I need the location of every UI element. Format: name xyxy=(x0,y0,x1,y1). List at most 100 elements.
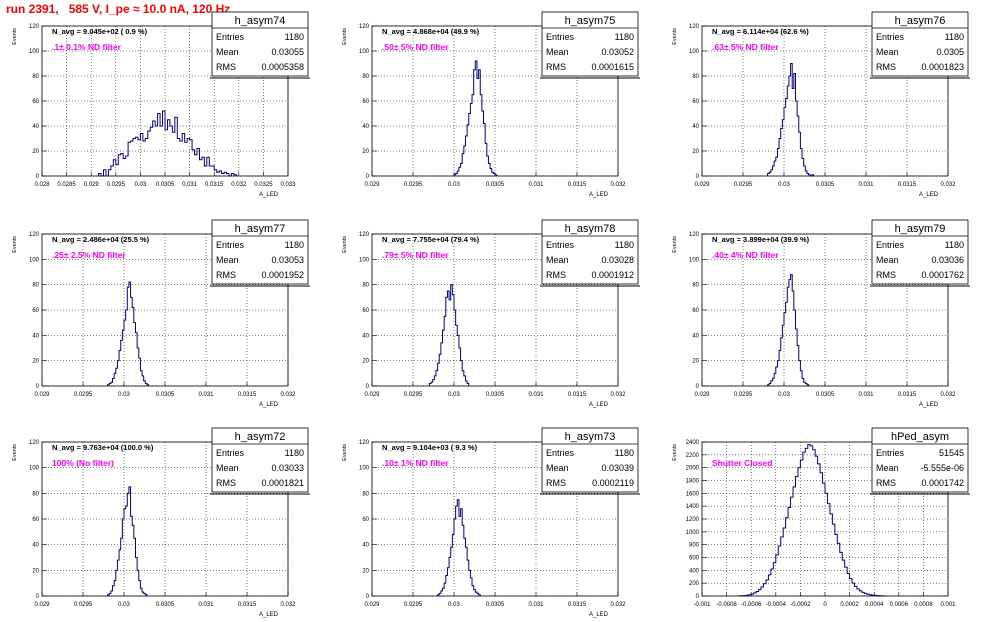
y-tick-label: 120 xyxy=(29,440,40,446)
x-tick-label: 0.0295 xyxy=(74,602,93,608)
x-tick-label: 0.0285 xyxy=(57,182,76,188)
histogram-panel-h_asym77: 0.029 0.0295 0.03 0.0305 0.031 0.0315 0.032 0 20… xyxy=(12,219,310,408)
y-tick-label: 60 xyxy=(362,308,369,314)
y-tick-label: 80 xyxy=(362,491,369,497)
stat-value: 1180 xyxy=(615,240,634,250)
x-tick-label: 0.031 xyxy=(528,602,544,608)
stat-value: 0.0001762 xyxy=(921,270,964,280)
y-tick-label: 120 xyxy=(689,232,700,238)
y-tick-label: 1600 xyxy=(686,491,700,497)
stat-value: 1180 xyxy=(285,240,304,250)
x-tick-label: 0.0315 xyxy=(205,182,224,188)
x-tick-label: 0.0305 xyxy=(156,182,175,188)
y-tick-label: 0 xyxy=(696,174,700,180)
stat-label: Entries xyxy=(876,448,905,458)
y-tick-label: 80 xyxy=(32,283,39,289)
plot-frame xyxy=(371,25,619,177)
histogram-series-line xyxy=(428,284,470,386)
x-axis-label: A_LED xyxy=(259,192,279,198)
plot-frame xyxy=(41,233,289,387)
x-tick-label: 0.0305 xyxy=(816,182,835,188)
y-tick-label: 60 xyxy=(32,308,39,314)
x-tick-label: 0.029 xyxy=(694,182,710,188)
stats-box xyxy=(871,11,969,77)
y-tick-label: 0 xyxy=(696,594,700,600)
y-tick-label: 0 xyxy=(366,384,370,390)
y-tick-label: 100 xyxy=(689,49,700,55)
x-tick-label: 0.0315 xyxy=(238,602,257,608)
stat-value: 0.0001912 xyxy=(591,270,634,280)
x-tick-label: -0.0006 xyxy=(741,602,762,608)
x-tick-label: 0.0315 xyxy=(898,392,917,398)
histogram-series-line xyxy=(107,281,150,386)
x-tick-label: 0.03 xyxy=(135,182,147,188)
histogram-name: h_asym78 xyxy=(565,223,616,235)
x-tick-label: 0.0008 xyxy=(914,602,933,608)
stats-box xyxy=(541,219,639,285)
y-tick-label: 60 xyxy=(362,99,369,105)
stat-value: 0.03028 xyxy=(601,255,634,265)
stat-label: Mean xyxy=(876,463,899,473)
y-axis-label: Events xyxy=(12,444,18,461)
stat-value: 0.0001821 xyxy=(261,478,304,488)
histogram-panel-h_asym76: 0.029 0.0295 0.03 0.0305 0.031 0.0315 0.032 0 20… xyxy=(672,11,970,198)
x-tick-label: 0.0295 xyxy=(404,392,423,398)
histogram-name: h_asym75 xyxy=(565,15,616,27)
y-tick-label: 60 xyxy=(692,308,699,314)
stats-box xyxy=(871,427,969,493)
y-tick-label: 20 xyxy=(362,149,369,155)
x-tick-label: 0.0295 xyxy=(404,602,423,608)
x-tick-label: 0.032 xyxy=(610,182,626,188)
y-axis-label: Events xyxy=(342,28,348,45)
stat-value: 0.0001952 xyxy=(261,270,304,280)
x-tick-label: 0.031 xyxy=(198,602,214,608)
y-tick-label: 0 xyxy=(36,174,40,180)
x-tick-label: 0.0004 xyxy=(865,602,884,608)
stat-value: 0.0001823 xyxy=(921,62,964,72)
y-tick-label: 200 xyxy=(689,581,700,587)
panel-title: N_avg = 3.899e+04 (39.9 %) xyxy=(712,235,810,244)
stat-label: RMS xyxy=(546,478,566,488)
y-tick-label: 0 xyxy=(36,384,40,390)
y-tick-label: 80 xyxy=(32,74,39,80)
y-tick-label: 100 xyxy=(359,466,370,472)
x-tick-label: 0.0305 xyxy=(486,602,505,608)
x-tick-label: 0.03 xyxy=(448,602,460,608)
y-tick-label: 120 xyxy=(29,24,40,30)
stat-value: 0.0002119 xyxy=(592,478,634,488)
y-axis-label: Events xyxy=(342,236,348,253)
x-axis-label: A_LED xyxy=(259,612,279,618)
plot-frame xyxy=(701,233,949,387)
panel-title: N_avg = 4.868e+04 (49.9 %) xyxy=(382,27,480,36)
y-tick-label: 120 xyxy=(359,440,370,446)
y-tick-label: 40 xyxy=(692,333,699,339)
y-tick-label: 2000 xyxy=(686,466,700,472)
stat-value: 1180 xyxy=(285,32,304,42)
stats-box xyxy=(871,219,969,285)
y-axis-label: Events xyxy=(12,236,18,253)
x-tick-label: 0.032 xyxy=(231,182,247,188)
histogram-name: h_asym74 xyxy=(235,15,286,27)
x-tick-label: 0.03 xyxy=(448,392,460,398)
plot-frame xyxy=(371,441,619,597)
x-tick-label: 0.031 xyxy=(858,182,874,188)
histogram-name: hPed_asym xyxy=(891,431,949,443)
x-axis-label: A_LED xyxy=(259,402,279,408)
stat-value: -5.555e-06 xyxy=(920,463,964,473)
histogram-name: h_asym79 xyxy=(895,223,946,235)
histogram-name: h_asym73 xyxy=(565,431,616,443)
stat-label: RMS xyxy=(216,62,236,72)
y-tick-label: 40 xyxy=(32,124,39,130)
x-tick-label: 0.032 xyxy=(610,602,626,608)
stat-label: Mean xyxy=(216,47,239,57)
histogram-panel-h_asym75: 0.029 0.0295 0.03 0.0305 0.031 0.0315 0.032 0 20… xyxy=(342,11,640,198)
panel-title: N_avg = 7.755e+04 (79.4 %) xyxy=(382,235,480,244)
x-tick-label: -0.001 xyxy=(693,602,711,608)
x-tick-label: 0.029 xyxy=(84,182,100,188)
stat-label: Mean xyxy=(216,255,239,265)
filter-annotation: .79± 5% ND filter xyxy=(382,250,449,260)
stat-value: 0.0305 xyxy=(936,47,964,57)
y-tick-label: 2400 xyxy=(686,440,700,446)
filter-annotation: .63± 5% ND filter xyxy=(712,42,779,52)
